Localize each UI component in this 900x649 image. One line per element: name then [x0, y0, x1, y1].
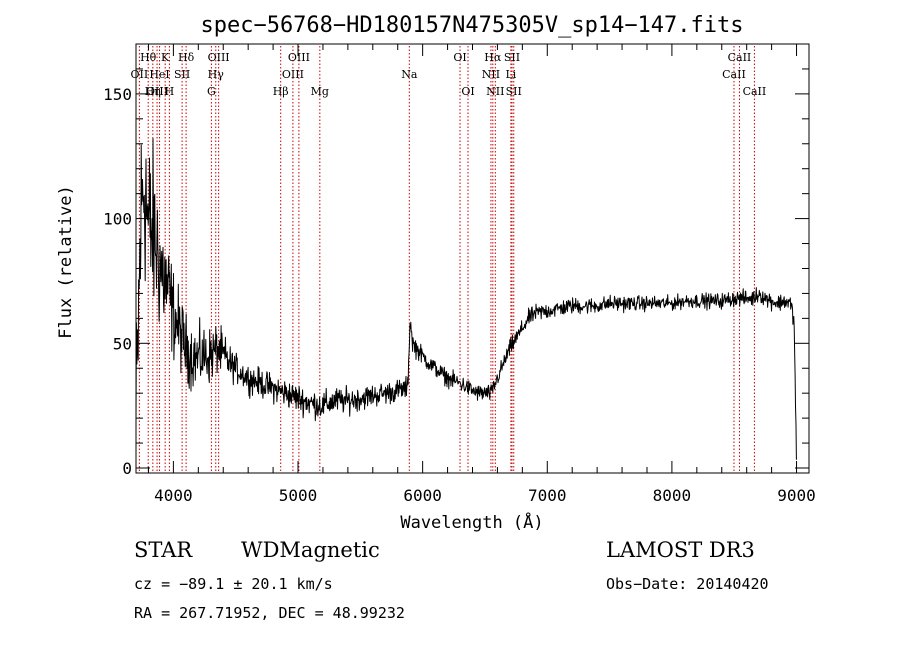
- x-tick-label: 7000: [528, 486, 567, 505]
- y-tick-label: 150: [103, 85, 132, 104]
- y-tick-label: 0: [122, 459, 132, 478]
- line-marker-label-20: H: [165, 85, 175, 98]
- y-tick-label: 50: [113, 334, 132, 353]
- y-tick-label: 100: [103, 210, 132, 229]
- object-class: STAR: [134, 538, 193, 562]
- line-marker-label-25: NII: [486, 85, 504, 98]
- line-marker-label-22: Hβ: [273, 85, 289, 98]
- chart-title: spec−56768−HD180157N475305V_sp14−147.fit…: [200, 13, 743, 38]
- y-axis-label: Flux (relative): [56, 185, 76, 339]
- axis-ticks: [136, 44, 809, 473]
- spectrum-line: [135, 138, 797, 460]
- line-marker-label-19: Hη: [145, 85, 161, 98]
- line-marker-label-14: Na: [401, 68, 418, 81]
- line-marker-label-1: K: [161, 51, 170, 64]
- x-tick-label: 6000: [403, 486, 442, 505]
- x-tick-label: 9000: [777, 486, 816, 505]
- coordinates: RA = 267.71952, DEC = 48.99232: [134, 604, 405, 622]
- line-marker-label-18: OIII: [146, 85, 168, 98]
- x-axis-label: Wavelength (Å): [400, 511, 543, 533]
- line-marker-label-9: OII: [131, 68, 149, 81]
- line-markers: [138, 46, 755, 473]
- line-marker-label-6: Hα: [484, 51, 502, 64]
- line-marker-label-16: Li: [505, 68, 516, 81]
- survey-name: LAMOST DR3: [606, 538, 755, 562]
- observation-date: Obs−Date: 20140420: [606, 575, 769, 593]
- line-marker-label-12: Hγ: [208, 68, 225, 81]
- line-marker-label-15: NII: [482, 68, 500, 81]
- line-marker-label-0: Hθ: [140, 51, 157, 64]
- plot-frame: [135, 43, 810, 474]
- line-marker-label-11: SII: [174, 68, 190, 81]
- redshift-velocity: cz = −89.1 ± 20.1 km/s: [134, 575, 333, 593]
- line-marker-label-10: HeI: [149, 68, 169, 81]
- line-marker-label-23: Mg: [311, 85, 329, 98]
- line-marker-label-7: SII: [504, 51, 520, 64]
- object-subclass: WDMagnetic: [241, 538, 380, 562]
- line-marker-label-5: OI: [453, 51, 466, 64]
- line-marker-label-27: CaII: [743, 85, 767, 98]
- line-marker-label-2: Hδ: [178, 51, 195, 64]
- line-marker-label-13: OIII: [282, 68, 304, 81]
- line-marker-label-26: SII: [506, 85, 522, 98]
- line-marker-label-3: OIII: [208, 51, 230, 64]
- x-tick-label: 4000: [154, 486, 193, 505]
- line-marker-label-24: OI: [461, 85, 474, 98]
- axis-tick-labels: 4000 5000 6000 7000 8000 9000 0 50 100 150: [103, 85, 816, 505]
- line-marker-label-17: CaII: [722, 68, 746, 81]
- line-marker-label-8: CaII: [728, 51, 752, 64]
- line-marker-label-4: OIII: [288, 51, 310, 64]
- x-tick-label: 5000: [279, 486, 318, 505]
- line-marker-label-21: G: [207, 85, 216, 98]
- x-tick-label: 8000: [653, 486, 692, 505]
